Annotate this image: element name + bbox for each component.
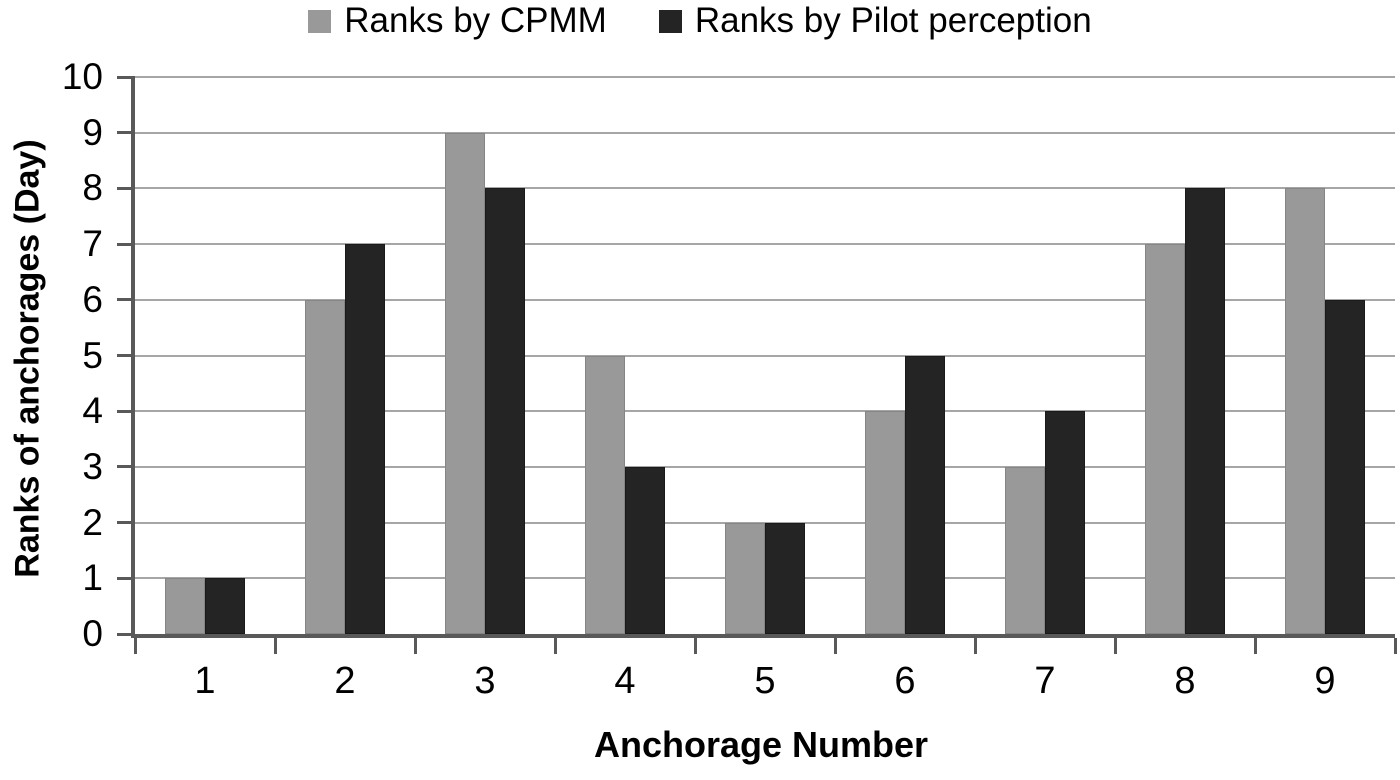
- bar-group-1: [135, 77, 275, 634]
- bar-pilot-8: [1185, 188, 1225, 634]
- y-tick-label: 4: [82, 390, 103, 432]
- y-axis-tick: [117, 576, 135, 580]
- bar-pilot-1: [205, 578, 245, 634]
- y-tick-label: 10: [61, 56, 103, 97]
- bar-cpmm-7: [1005, 466, 1045, 634]
- y-axis-tick: [117, 298, 135, 302]
- x-axis-tick: [1113, 638, 1117, 654]
- bar-group-9: [1255, 77, 1395, 634]
- legend-item-pilot: Ranks by Pilot perception: [658, 1, 1092, 41]
- bar-group-3: [415, 77, 555, 634]
- x-tick-label: 7: [1034, 660, 1056, 702]
- plot-area: 0 1 2 3 4 5 6 7 8 9 10 1 2 3 4 5 6 7 8 9: [62, 58, 1397, 700]
- x-axis-tick: [273, 638, 277, 654]
- bar-pilot-5: [765, 522, 805, 634]
- x-axis-tick: [693, 638, 697, 654]
- x-tick-label: 1: [194, 660, 216, 702]
- legend-item-cpmm: Ranks by CPMM: [308, 1, 607, 41]
- x-tick-label: 2: [334, 660, 356, 702]
- x-axis-tick: [1393, 638, 1397, 654]
- bar-pilot-6: [905, 355, 945, 634]
- y-tick-label: 9: [82, 111, 103, 153]
- gridline: [135, 76, 1395, 78]
- y-axis-tick: [117, 186, 135, 190]
- y-tick-label: 0: [82, 613, 103, 654]
- x-axis-title: Anchorage Number: [593, 724, 929, 765]
- bar-cpmm-8: [1145, 244, 1185, 634]
- y-tick-label: 6: [82, 278, 103, 320]
- y-tick-label: 7: [82, 223, 103, 265]
- legend-label-pilot: Ranks by Pilot perception: [694, 1, 1092, 40]
- x-axis-tick: [553, 638, 557, 654]
- y-tick-label: 3: [82, 445, 103, 487]
- bar-cpmm-9: [1285, 188, 1325, 634]
- bar-group-6: [835, 77, 975, 634]
- bar-pilot-4: [625, 466, 665, 634]
- x-tick-label: 6: [894, 660, 916, 702]
- x-axis-tick: [833, 638, 837, 654]
- bar-group-2: [275, 77, 415, 634]
- bar-pilot-3: [485, 188, 525, 634]
- bar-pilot-7: [1045, 411, 1085, 634]
- bar-group-4: [555, 77, 695, 634]
- y-axis-tick: [117, 632, 135, 636]
- gridline: [135, 465, 1395, 468]
- x-tick-label: 5: [754, 660, 776, 702]
- gridline: [135, 410, 1395, 413]
- gridline: [135, 243, 1395, 246]
- bar-cpmm-4: [585, 355, 625, 634]
- y-tick-label: 1: [82, 557, 103, 599]
- x-tick-label: 4: [614, 660, 636, 702]
- gridline: [135, 187, 1395, 190]
- x-axis-tick: [413, 638, 417, 654]
- bar-cpmm-3: [445, 132, 485, 634]
- x-axis-tick: [973, 638, 977, 654]
- y-axis-tick: [117, 521, 135, 525]
- x-tick-label: 9: [1314, 660, 1336, 702]
- bar-group-7: [975, 77, 1115, 634]
- y-axis-tick: [117, 131, 135, 135]
- x-axis-tick: [133, 638, 137, 654]
- bar-cpmm-2: [305, 299, 345, 634]
- bar-groups: [135, 77, 1395, 634]
- bar-cpmm-5: [725, 522, 765, 634]
- x-axis-tick: [1253, 638, 1257, 654]
- x-tick-label: 8: [1174, 660, 1196, 702]
- y-axis-tick: [117, 354, 135, 357]
- y-tick-label: 2: [82, 501, 103, 543]
- y-axis-tick: [117, 465, 135, 469]
- gridline: [135, 354, 1395, 357]
- legend-label-cpmm: Ranks by CPMM: [344, 1, 607, 40]
- x-tick-label: 3: [474, 660, 496, 702]
- bar-group-5: [695, 77, 835, 634]
- y-axis-tick: [117, 409, 135, 413]
- y-axis-tick: [117, 75, 135, 79]
- y-axis-tick: [117, 242, 135, 246]
- bar-group-8: [1115, 77, 1255, 634]
- bar-cpmm-6: [865, 411, 905, 634]
- gridline: [135, 298, 1395, 301]
- bar-cpmm-1: [165, 578, 205, 634]
- bar-pilot-2: [345, 244, 385, 634]
- legend-swatch-pilot-icon: [658, 9, 682, 33]
- y-tick-label: 8: [82, 167, 103, 209]
- legend: Ranks by CPMM Ranks by Pilot perception: [0, 1, 1400, 41]
- bar-pilot-9: [1325, 299, 1365, 634]
- gridline: [135, 521, 1395, 524]
- gridline: [135, 131, 1395, 134]
- y-tick-label: 5: [82, 334, 103, 376]
- legend-swatch-cpmm-icon: [308, 9, 332, 33]
